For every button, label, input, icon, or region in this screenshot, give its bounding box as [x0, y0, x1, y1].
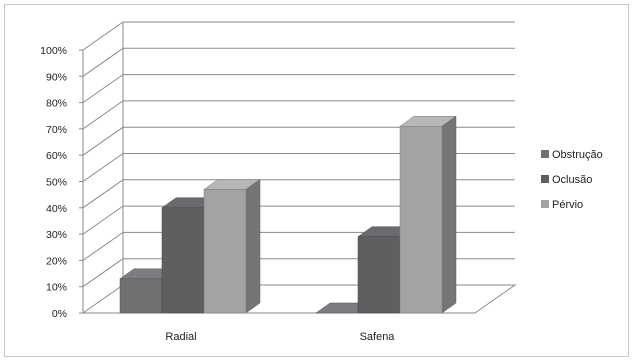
bar-side-face — [245, 178, 261, 314]
y-tick-label: 30% — [46, 229, 67, 241]
x-category-label: Safena — [360, 331, 396, 343]
side-wall-gridline — [82, 126, 124, 156]
y-tick-label: 100% — [40, 45, 67, 57]
bar-oclusão — [357, 236, 401, 314]
legend-swatch — [541, 175, 549, 183]
y-tick-label: 10% — [46, 282, 67, 294]
chart-frame — [4, 4, 629, 357]
side-wall-gridline — [82, 21, 124, 51]
y-tick-label: 60% — [46, 150, 67, 162]
bar-pérvio — [203, 189, 247, 314]
side-wall-gridline — [82, 258, 124, 288]
y-tick-label: 40% — [46, 203, 67, 215]
y-tick-label: 90% — [46, 71, 67, 83]
legend-label: Obstrução — [552, 149, 603, 161]
y-tick-label: 20% — [46, 255, 67, 267]
side-wall-gridline — [82, 205, 124, 235]
bar-pérvio — [399, 126, 443, 314]
side-wall-gridline — [82, 74, 124, 104]
side-wall-gridline — [82, 100, 124, 130]
x-category-label: Radial — [165, 331, 196, 343]
side-wall-gridline — [82, 179, 124, 209]
y-tick-label: 0% — [52, 308, 67, 320]
bar-obstrução — [119, 278, 163, 314]
bar-oclusão — [161, 207, 205, 314]
legend-swatch — [541, 200, 549, 208]
side-wall-gridline — [82, 153, 124, 182]
bar-side-face — [441, 115, 457, 314]
side-wall-gridline — [82, 47, 124, 77]
legend-label: Pérvio — [552, 199, 583, 211]
y-tick-label: 80% — [46, 98, 67, 110]
y-tick-label: 50% — [46, 177, 67, 189]
legend-swatch — [541, 150, 549, 158]
legend-label: Oclusão — [552, 174, 592, 186]
y-tick-label: 70% — [46, 124, 67, 136]
side-wall-gridline — [82, 231, 124, 261]
